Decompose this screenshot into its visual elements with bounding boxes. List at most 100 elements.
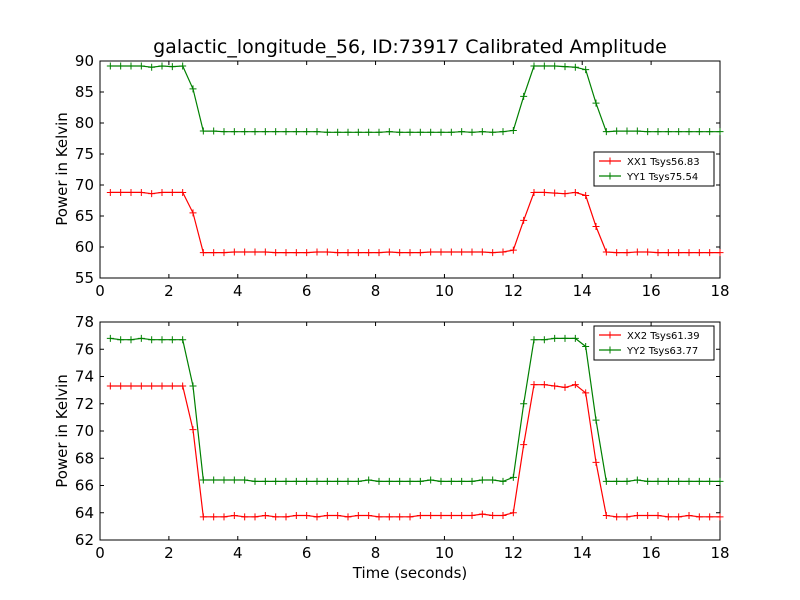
data-point (292, 128, 300, 136)
data-point (499, 128, 507, 136)
data-point (437, 477, 445, 485)
y-tick-label: 68 (75, 449, 94, 467)
data-point (148, 190, 156, 198)
data-point (396, 128, 404, 136)
data-point (582, 66, 590, 74)
data-point (158, 336, 166, 344)
data-point (220, 249, 228, 257)
data-point (251, 248, 259, 256)
data-point (489, 511, 497, 519)
data-point (499, 511, 507, 519)
data-point (509, 126, 517, 134)
data-point (540, 336, 548, 344)
data-point (695, 249, 703, 257)
data-point (499, 248, 507, 256)
chart-panel-top: galactic_longitude_56, ID:73917 Calibrat… (53, 36, 730, 300)
data-point (561, 383, 569, 391)
data-point (613, 477, 621, 485)
data-point (427, 248, 435, 256)
data-point (447, 477, 455, 485)
data-point (199, 513, 207, 521)
y-tick-label: 66 (75, 477, 94, 495)
data-point (613, 249, 621, 257)
data-point (220, 128, 228, 136)
data-point (127, 382, 135, 390)
data-point (106, 382, 114, 390)
data-point (520, 441, 528, 449)
data-point (106, 188, 114, 196)
data-point (447, 248, 455, 256)
data-point (179, 188, 187, 196)
data-point (313, 477, 321, 485)
data-point (447, 511, 455, 519)
legend-marker (606, 157, 614, 165)
data-point (282, 477, 290, 485)
y-tick-label: 62 (75, 531, 94, 549)
data-point (199, 127, 207, 135)
x-tick-label: 6 (302, 282, 312, 300)
x-tick-label: 16 (642, 282, 661, 300)
data-point (427, 511, 435, 519)
data-point (644, 477, 652, 485)
data-point (117, 382, 125, 390)
legend-marker (606, 346, 614, 354)
data-point (509, 246, 517, 254)
data-point (582, 389, 590, 397)
data-point (406, 513, 414, 521)
legend-entry: XX2 Tsys61.39 (627, 331, 700, 342)
data-point (458, 511, 466, 519)
data-point (633, 476, 641, 484)
x-tick-label: 4 (233, 544, 243, 562)
data-point (685, 249, 693, 257)
y-tick-label: 76 (75, 340, 94, 358)
y-tick-label: 85 (75, 83, 94, 101)
data-point (241, 128, 249, 136)
data-point (282, 249, 290, 257)
data-point (127, 336, 135, 344)
data-point (416, 511, 424, 519)
data-point (571, 188, 579, 196)
data-point (323, 128, 331, 136)
data-point (323, 477, 331, 485)
data-point (168, 188, 176, 196)
data-point (664, 249, 672, 257)
data-point (375, 513, 383, 521)
x-tick-label: 14 (573, 282, 592, 300)
x-tick-label: 2 (164, 282, 174, 300)
x-tick-label: 18 (710, 544, 729, 562)
data-point (520, 92, 528, 100)
data-point (602, 128, 610, 136)
data-point (654, 477, 662, 485)
x-tick-label: 12 (504, 282, 523, 300)
data-point (706, 249, 714, 257)
data-point (664, 513, 672, 521)
data-point (127, 188, 135, 196)
y-axis-label-top: Power in Kelvin (53, 112, 71, 226)
x-tick-label: 0 (95, 544, 105, 562)
data-point (571, 63, 579, 71)
data-point (695, 477, 703, 485)
data-point (416, 128, 424, 136)
data-point (675, 477, 683, 485)
data-point (272, 128, 280, 136)
data-point (303, 477, 311, 485)
data-point (261, 511, 269, 519)
data-point (261, 128, 269, 136)
data-point (396, 249, 404, 257)
data-point (210, 476, 218, 484)
data-point (468, 511, 476, 519)
data-point (685, 511, 693, 519)
data-point (551, 189, 559, 197)
x-tick-label: 6 (302, 544, 312, 562)
data-point (592, 458, 600, 466)
legend-box (593, 325, 715, 361)
data-point (385, 128, 393, 136)
data-point (148, 63, 156, 71)
data-point (137, 62, 145, 70)
data-point (675, 249, 683, 257)
data-point (654, 511, 662, 519)
data-point (530, 188, 538, 196)
data-point (282, 128, 290, 136)
data-point (489, 128, 497, 136)
